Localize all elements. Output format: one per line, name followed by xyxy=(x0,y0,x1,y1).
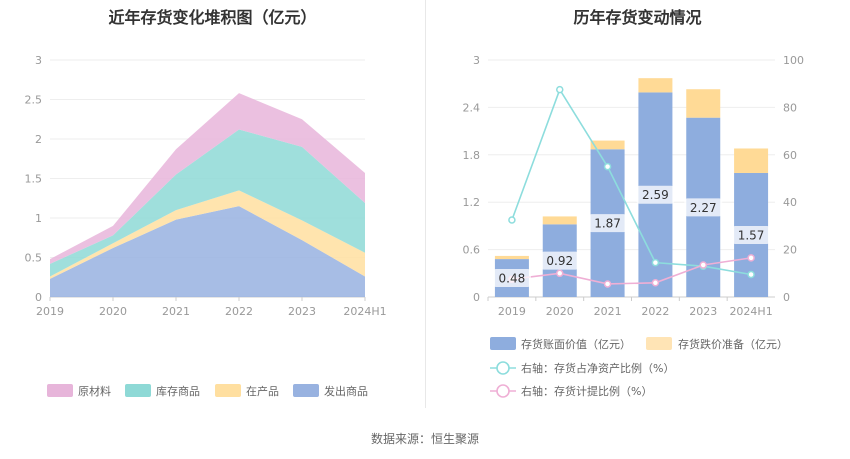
legend-label-impairment: 存货跌价准备（亿元） xyxy=(678,337,788,351)
right-y2-tick-label: 0 xyxy=(783,291,790,304)
panel-divider xyxy=(425,0,426,408)
data-source-note: 数据来源：恒生聚源 xyxy=(370,432,479,446)
legend-label-work_in_progress: 在产品 xyxy=(246,384,279,398)
legend-label-inventory_goods: 库存商品 xyxy=(156,384,200,398)
point-provision_line xyxy=(556,269,564,278)
point-ratio_line xyxy=(603,162,612,171)
point-ratio_line xyxy=(508,216,516,224)
point-provision_line xyxy=(651,279,660,287)
left-y-tick-label: 2 xyxy=(35,133,42,146)
line-provision_line xyxy=(511,257,752,285)
right-chart-lines: 0.48 0.92 1.87 2.59 2.27 1.57 xyxy=(492,85,771,288)
point-ratio_line xyxy=(747,270,755,279)
right-chart-title: 历年存货变动情况 xyxy=(573,8,702,27)
point-ratio_line xyxy=(651,258,660,267)
data-label-bg xyxy=(540,251,579,270)
line-ratio_line xyxy=(511,87,752,276)
right-y-tick-label: 2.4 xyxy=(463,101,481,114)
point-provision_line xyxy=(603,280,612,288)
bar-impairment xyxy=(494,255,529,260)
right-x-tick-label: 2023 xyxy=(689,305,717,318)
data-label: 1.57 xyxy=(738,228,765,242)
right-chart-axes: 0 0.6 1.2 1.8 2.4 3 0 20 40 60 80 100 2019 2020 2021 20… xyxy=(463,54,805,318)
right-y-tick-label: 1.8 xyxy=(463,149,481,162)
left-x-tick-label: 2022 xyxy=(225,305,253,318)
left-y-tick-label: 1 xyxy=(35,212,42,225)
right-y2-tick-label: 80 xyxy=(783,101,797,114)
legend-swatch-inventory_goods xyxy=(125,384,151,397)
right-y2-tick-label: 40 xyxy=(783,196,797,209)
right-y2-tick-label: 20 xyxy=(783,244,797,257)
right-y2-tick-label: 60 xyxy=(783,149,797,162)
legend-swatch-book-value xyxy=(490,337,516,350)
data-label-bg xyxy=(492,269,531,288)
data-label: 0.48 xyxy=(499,272,526,286)
data-label-bg xyxy=(684,198,723,217)
bar-impairment xyxy=(590,140,625,150)
left-y-tick-label: 1.5 xyxy=(25,173,43,186)
bar-impairment xyxy=(734,148,769,173)
legend-label-ratio_line: 右轴：存货占净资产比例（%） xyxy=(521,361,674,375)
left-x-tick-label: 2024H1 xyxy=(343,305,386,318)
point-provision_line xyxy=(747,254,755,262)
right-y-tick-label: 0.6 xyxy=(463,244,481,257)
left-chart-title: 近年存货变化堆积图（亿元） xyxy=(108,8,317,27)
left-chart-areas xyxy=(50,93,365,297)
data-label: 0.92 xyxy=(546,254,573,268)
data-label-bg xyxy=(588,214,627,233)
right-x-tick-label: 2024H1 xyxy=(729,305,772,318)
right-chart-legend: 存货账面价值（亿元） 存货跌价准备（亿元） 右轴：存货占净资产比例（%） 右轴：存货计… xyxy=(490,337,788,398)
area-work_in_progress xyxy=(50,190,365,279)
left-y-tick-label: 3 xyxy=(35,54,42,67)
legend-label-book-value: 存货账面价值（亿元） xyxy=(521,337,631,351)
legend-swatch-goods_shipped xyxy=(293,384,319,397)
right-y-tick-label: 1.2 xyxy=(463,196,481,209)
right-x-tick-label: 2019 xyxy=(498,305,526,318)
left-chart-axes: 0 0.5 1 1.5 2 2.5 3 2019 2020 2021 2022 2023 2024H1 xyxy=(25,54,387,318)
data-label: 2.59 xyxy=(642,188,669,202)
right-x-tick-label: 2021 xyxy=(594,305,622,318)
right-y-tick-label: 3 xyxy=(473,54,480,67)
point-provision_line xyxy=(699,261,707,269)
right-x-tick-label: 2020 xyxy=(546,305,574,318)
right-x-tick-label: 2022 xyxy=(641,305,669,318)
data-label-bg xyxy=(636,185,675,204)
left-y-tick-label: 0.5 xyxy=(25,252,43,265)
point-ratio_line xyxy=(556,85,564,94)
data-label-bg xyxy=(732,225,771,244)
right-chart-bars xyxy=(494,78,769,297)
left-x-tick-label: 2019 xyxy=(36,305,64,318)
area-inventory_goods xyxy=(50,129,365,277)
left-y-tick-label: 0 xyxy=(35,291,42,304)
bar-impairment xyxy=(686,89,721,118)
legend-swatch-work_in_progress xyxy=(215,384,241,397)
left-x-tick-label: 2023 xyxy=(288,305,316,318)
area-goods_shipped xyxy=(50,206,365,297)
legend-marker-provision_line xyxy=(496,384,510,398)
area-raw_materials xyxy=(50,93,365,264)
legend-swatch-raw_materials xyxy=(47,384,73,397)
legend-swatch-impairment xyxy=(646,337,672,350)
legend-label-goods_shipped: 发出商品 xyxy=(324,384,368,398)
data-label: 1.87 xyxy=(594,217,621,231)
legend-label-raw_materials: 原材料 xyxy=(78,384,111,398)
left-chart-legend: 原材料 库存商品 在产品 发出商品 xyxy=(47,384,368,398)
bar-impairment xyxy=(638,78,673,93)
left-x-tick-label: 2021 xyxy=(162,305,190,318)
data-label: 2.27 xyxy=(690,201,717,215)
left-x-tick-label: 2020 xyxy=(99,305,127,318)
right-y-tick-label: 0 xyxy=(473,291,480,304)
right-chart-gridlines xyxy=(488,59,775,298)
bar-impairment xyxy=(542,216,577,225)
right-y2-tick-label: 100 xyxy=(783,54,804,67)
legend-label-provision_line: 右轴：存货计提比例（%） xyxy=(521,384,652,398)
legend-marker-ratio_line xyxy=(496,361,510,375)
left-y-tick-label: 2.5 xyxy=(25,94,43,107)
